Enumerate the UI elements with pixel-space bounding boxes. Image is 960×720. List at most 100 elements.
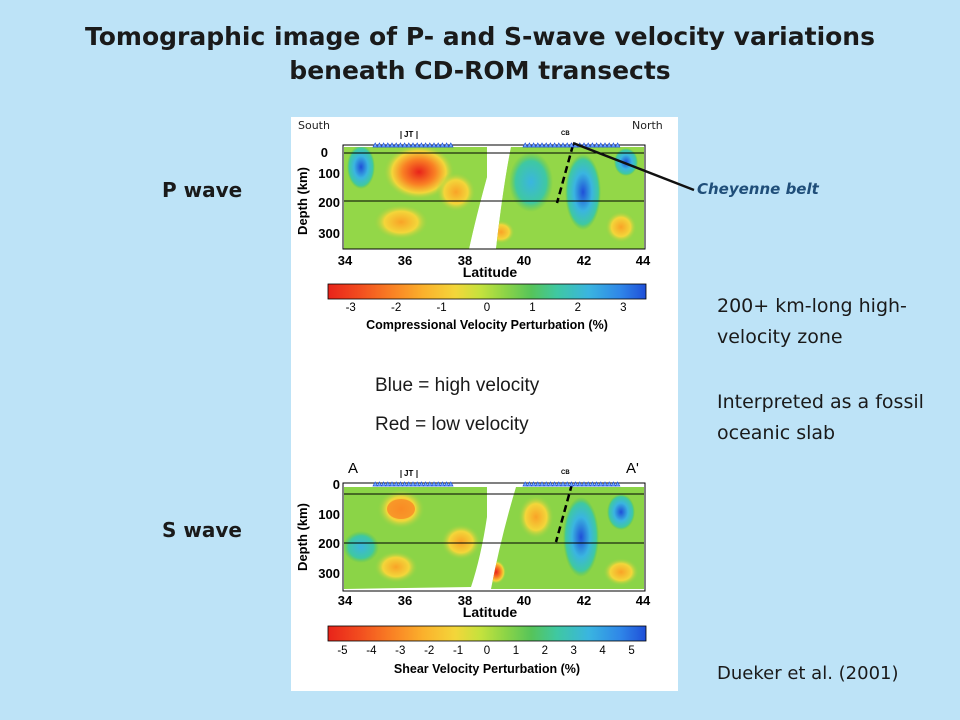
note-line-3: Interpreted as a fossil xyxy=(717,391,924,413)
station-triangle xyxy=(614,142,621,148)
s-wave-label: S wave xyxy=(162,518,242,542)
note-line-4: oceanic slab xyxy=(717,422,836,444)
p-xtick-40: 40 xyxy=(517,253,531,268)
station-triangle xyxy=(380,481,387,487)
colorbar-tick-label: -2 xyxy=(424,645,434,657)
p-ytick-0: 0 xyxy=(321,145,328,160)
station-triangle xyxy=(551,142,558,148)
s-xtick-38: 38 xyxy=(458,593,472,608)
p-colorbar xyxy=(327,283,647,300)
colorbar-tick-label: 1 xyxy=(513,645,519,657)
station-triangle xyxy=(427,142,433,148)
station-triangle xyxy=(406,481,412,487)
colorbar-tick-label: -4 xyxy=(366,645,377,657)
station-triangle xyxy=(431,142,437,148)
south-label: South xyxy=(298,119,330,132)
p-colorbar-ticks: -3 -2 -1 0 1 2 3 xyxy=(346,302,627,314)
station-triangle xyxy=(589,142,596,148)
station-triangle xyxy=(568,481,575,487)
s-jt-label: JT xyxy=(404,469,413,478)
station-triangle xyxy=(526,481,533,487)
colorbar-tick-label: 3 xyxy=(571,645,577,657)
s-corner-a-prime: A' xyxy=(626,460,639,477)
station-triangle xyxy=(414,142,420,148)
station-triangle xyxy=(551,481,558,487)
colorbar-tick-label: 0 xyxy=(484,645,490,657)
p-xlabel: Latitude xyxy=(463,264,518,280)
s-ylabel: Depth (km) xyxy=(295,503,310,571)
station-triangle xyxy=(543,481,549,487)
s-ytick-0: 0 xyxy=(333,477,340,492)
station-triangle xyxy=(568,142,575,148)
tomography-svg: JT CB 0 100 200 300 Depth (km) 34 36 38 … xyxy=(295,130,651,676)
station-triangle xyxy=(406,142,412,148)
cheyenne-belt-label: Cheyenne belt xyxy=(697,180,819,198)
p-cb-dashed-line xyxy=(555,144,575,204)
station-triangle xyxy=(535,142,541,148)
station-triangle xyxy=(401,481,408,487)
station-triangle xyxy=(526,142,533,148)
p-ylabel: Depth (km) xyxy=(295,167,310,235)
station-triangle xyxy=(602,481,608,487)
colorbar-tick-label: -5 xyxy=(337,645,347,657)
north-label: North xyxy=(632,119,663,132)
station-triangle xyxy=(448,481,454,487)
station-triangle xyxy=(427,481,433,487)
station-triangle xyxy=(376,142,383,148)
p-xtick-44: 44 xyxy=(636,253,651,268)
station-triangle xyxy=(443,142,450,148)
station-triangle xyxy=(598,481,604,487)
s-colorbar-label: Shear Velocity Perturbation (%) xyxy=(394,662,580,676)
p-ytick-100: 100 xyxy=(318,166,340,181)
station-triangle xyxy=(393,142,399,148)
station-triangle xyxy=(577,481,583,487)
station-triangle xyxy=(372,481,378,487)
slide-title: Tomographic image of P- and S-wave veloc… xyxy=(0,20,960,88)
colorbar-tick-label: 2 xyxy=(542,645,548,657)
s-ytick-300: 300 xyxy=(318,566,340,581)
station-triangle xyxy=(543,142,549,148)
colorbar-tick-label: -3 xyxy=(395,645,405,657)
p-ytick-300: 300 xyxy=(318,226,340,241)
station-triangle xyxy=(530,142,537,148)
colorbar-tick-label: -3 xyxy=(346,302,356,314)
station-triangle xyxy=(606,142,612,148)
station-triangle xyxy=(602,142,608,148)
station-triangle xyxy=(530,481,537,487)
note-line-2: velocity zone xyxy=(717,326,843,348)
colorbar-tick-label: 2 xyxy=(575,302,581,314)
tomography-figure: JT CB 0 100 200 300 Depth (km) 34 36 38 … xyxy=(291,117,678,691)
station-triangle xyxy=(422,481,429,487)
station-triangle xyxy=(443,481,450,487)
p-jt-label: JT xyxy=(404,130,413,139)
s-colorbar xyxy=(327,625,647,642)
note-line-1: 200+ km-long high- xyxy=(717,295,907,317)
s-wave-panel: JT CB A A' 0 100 200 300 Depth (km) 34 3… xyxy=(295,460,651,676)
s-xlabel: Latitude xyxy=(463,604,518,620)
p-cb-label: CB xyxy=(561,131,570,137)
p-xtick-38: 38 xyxy=(458,253,472,268)
station-triangle xyxy=(385,142,391,148)
station-triangle xyxy=(547,481,554,487)
station-triangle xyxy=(593,142,600,148)
s-ytick-200: 200 xyxy=(318,536,340,551)
s-ytick-100: 100 xyxy=(318,507,340,522)
station-triangle xyxy=(393,481,399,487)
station-triangle xyxy=(535,481,541,487)
station-triangle xyxy=(439,481,446,487)
note-interpretation: Interpreted as a fossil oceanic slab xyxy=(717,387,924,449)
station-triangle xyxy=(547,142,554,148)
s-xtick-36: 36 xyxy=(398,593,412,608)
colorbar-tick-label: 5 xyxy=(628,645,634,657)
station-triangle xyxy=(401,142,408,148)
legend-blue: Blue = high velocity xyxy=(375,375,540,396)
s-xtick-42: 42 xyxy=(577,593,591,608)
s-xtick-40: 40 xyxy=(517,593,531,608)
s-xtick-44: 44 xyxy=(636,593,651,608)
s-cb-dashed-line xyxy=(554,483,574,543)
s-xtick-34: 34 xyxy=(338,593,353,608)
p-ytick-200: 200 xyxy=(318,195,340,210)
station-triangle xyxy=(539,142,545,148)
s-stations xyxy=(372,481,621,487)
legend-red: Red = low velocity xyxy=(375,414,529,435)
